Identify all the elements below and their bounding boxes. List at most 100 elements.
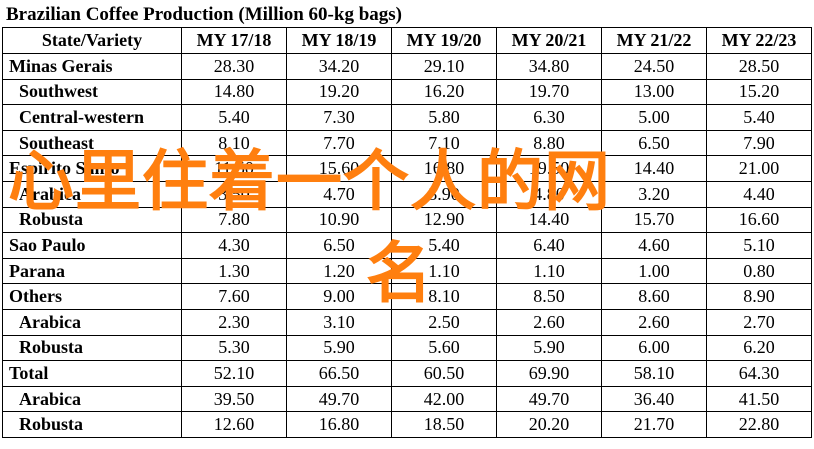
row-label: Robusta [2,334,182,362]
table-cell: 5.10 [706,232,812,259]
table-cell: 14.40 [601,155,707,182]
row-label: Minas Gerais [2,53,182,80]
row-label: Parana [2,257,182,285]
row-label: Total [2,360,182,387]
table-cell: 16.80 [391,155,497,182]
table-cell: 7.10 [391,129,497,157]
table-cell: 3.50 [181,180,287,208]
row-label: Southwest [2,78,182,106]
table-cell: 5.40 [391,232,497,259]
table-cell: 13.00 [601,78,707,106]
row-label: Robusta [2,411,182,438]
table-cell: 14.80 [181,78,287,106]
table-cell: 28.50 [706,53,812,80]
table-cell: 5.00 [601,104,707,131]
table-cell: 15.70 [601,206,707,234]
table-cell: 24.50 [601,53,707,80]
table-row: Robusta 5.30 5.90 5.60 5.90 6.00 6.20 [2,334,812,362]
table-cell: 1.20 [286,257,392,285]
table-row: Total 52.10 66.50 60.50 69.90 58.10 64.30 [2,360,812,387]
table-cell: 9.00 [286,283,392,310]
row-label: Sao Paulo [2,232,182,259]
table-cell: 42.00 [391,385,497,413]
table-cell: 7.90 [706,129,812,157]
row-label: Arabica [2,385,182,413]
table-cell: 2.50 [391,308,497,336]
table-cell: 5.90 [286,334,392,362]
table-cell: 1.30 [181,257,287,285]
table-row: Southeast 8.10 7.70 7.10 8.80 6.50 7.90 [2,129,812,157]
table-row: Sao Paulo 4.30 6.50 5.40 6.40 4.60 5.10 [2,232,812,259]
table-cell: 11.50 [181,155,287,182]
table-cell: 21.70 [601,411,707,438]
table-cell: 4.70 [286,180,392,208]
table-cell: 58.10 [601,360,707,387]
table-cell: 36.40 [601,385,707,413]
column-header-state-variety: State/Variety [2,27,182,54]
table-cell: 7.80 [181,206,287,234]
table-row: Parana 1.30 1.20 1.10 1.10 1.00 0.80 [2,257,812,285]
table-cell: 28.30 [181,53,287,80]
column-header-year: MY 18/19 [286,27,392,54]
table-cell: 8.50 [496,283,602,310]
header-row: State/Variety MY 17/18 MY 18/19 MY 19/20 MY … [2,27,812,54]
table-cell: 15.60 [286,155,392,182]
table-cell: 1.10 [391,257,497,285]
row-label: Espirito Santo [2,155,182,182]
table-cell: 14.40 [496,206,602,234]
table-cell: 52.10 [181,360,287,387]
table-row: Arabica 3.50 4.70 3.90 4.80 3.20 4.40 [2,180,812,208]
row-label: Southeast [2,129,182,157]
table-cell: 22.80 [706,411,812,438]
row-label: Robusta [2,206,182,234]
table-cell: 64.30 [706,360,812,387]
table-cell: 41.50 [706,385,812,413]
table-cell: 19.20 [286,78,392,106]
table-cell: 60.50 [391,360,497,387]
table-row: Robusta 12.60 16.80 18.50 20.20 21.70 22.80 [2,411,812,438]
table-cell: 2.30 [181,308,287,336]
table-cell: 20.20 [496,411,602,438]
table-row: Robusta 7.80 10.90 12.90 14.40 15.70 16.60 [2,206,812,234]
column-header-year: MY 17/18 [181,27,287,54]
table-row: Central-western 5.40 7.30 5.80 6.30 5.00 5.40 [2,104,812,131]
row-label: Central-western [2,104,182,131]
table-cell: 16.60 [706,206,812,234]
table-cell: 1.10 [496,257,602,285]
table-cell: 49.70 [496,385,602,413]
column-header-year: MY 22/23 [706,27,812,54]
table-cell: 5.40 [706,104,812,131]
table-cell: 21.00 [706,155,812,182]
table-cell: 5.40 [181,104,287,131]
table-cell: 16.20 [391,78,497,106]
table-cell: 39.50 [181,385,287,413]
table-cell: 1.00 [601,257,707,285]
table-cell: 49.70 [286,385,392,413]
table-cell: 29.10 [391,53,497,80]
table-cell: 2.60 [601,308,707,336]
table-cell: 34.20 [286,53,392,80]
table-cell: 4.60 [601,232,707,259]
table-row: Southwest 14.80 19.20 16.20 19.70 13.00 15.20 [2,78,812,106]
table-cell: 3.10 [286,308,392,336]
table-cell: 6.30 [496,104,602,131]
table-cell: 8.10 [181,129,287,157]
coffee-production-table: State/Variety MY 17/18 MY 18/19 MY 19/20 MY … [2,27,812,438]
table-cell: 8.60 [601,283,707,310]
table-row: Espirito Santo 11.50 15.60 16.80 19.50 14.40 2… [2,155,812,182]
table-cell: 6.40 [496,232,602,259]
table-cell: 12.90 [391,206,497,234]
table-cell: 19.50 [496,155,602,182]
table-cell: 8.10 [391,283,497,310]
table-cell: 8.90 [706,283,812,310]
table-cell: 3.20 [601,180,707,208]
table-cell: 5.80 [391,104,497,131]
table-cell: 18.50 [391,411,497,438]
table-cell: 4.30 [181,232,287,259]
table-cell: 7.70 [286,129,392,157]
table-cell: 10.90 [286,206,392,234]
table-cell: 5.90 [496,334,602,362]
table-cell: 6.00 [601,334,707,362]
column-header-year: MY 21/22 [601,27,707,54]
table-title: Brazilian Coffee Production (Million 60-… [6,4,402,25]
